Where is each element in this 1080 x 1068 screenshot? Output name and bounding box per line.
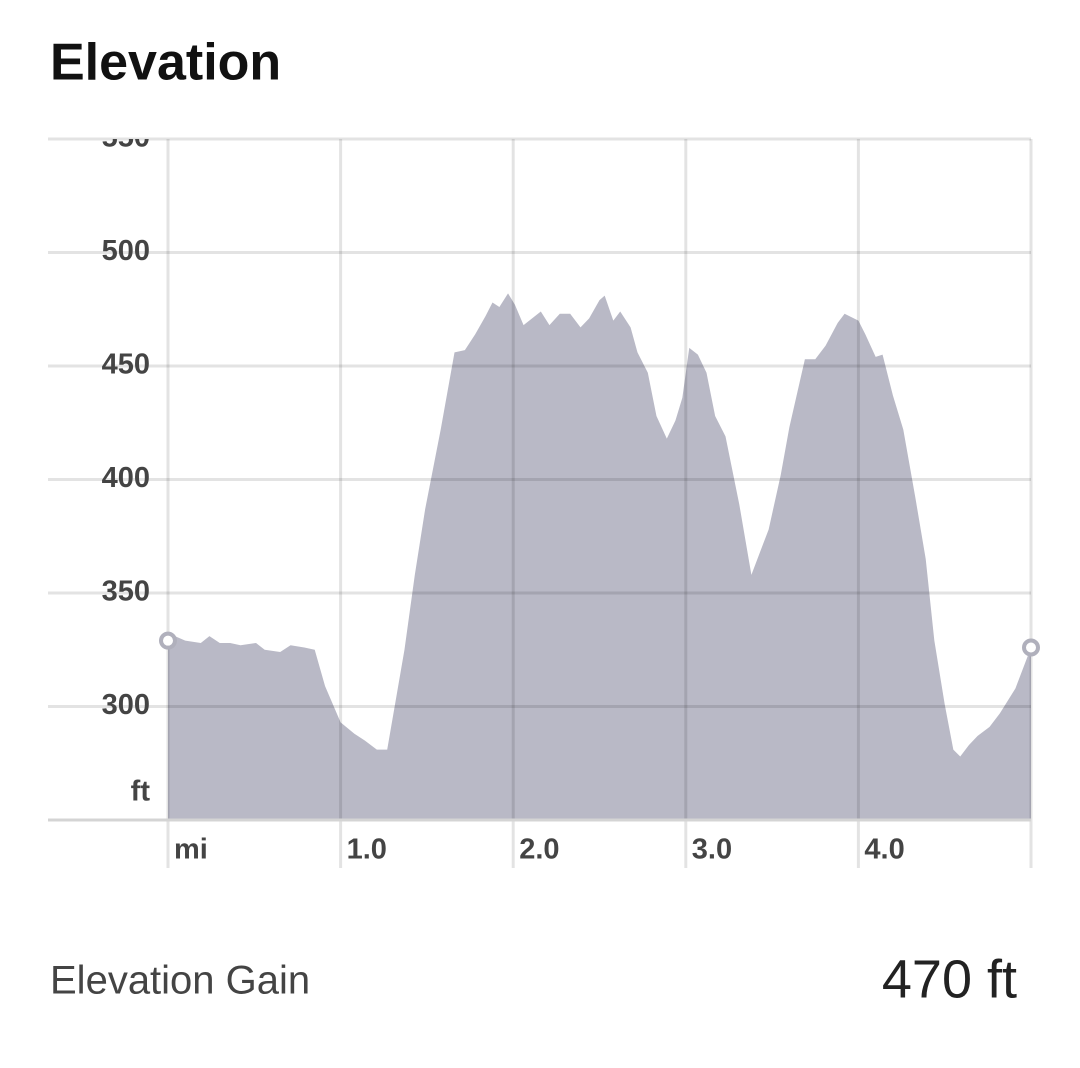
footer-label: Elevation Gain <box>50 959 310 1003</box>
endpoint-marker <box>159 631 177 650</box>
elevation-area <box>168 293 1031 820</box>
y-tick-label: 550 <box>102 122 150 154</box>
x-tick-label: 1.0 <box>347 834 387 866</box>
endpoint-marker <box>1022 638 1040 657</box>
x-tick-label: 3.0 <box>692 834 732 866</box>
y-unit-label: ft <box>131 776 151 808</box>
y-tick-label: 500 <box>102 235 150 267</box>
y-tick-labels: 300 350 400 450 500 550 <box>102 122 150 721</box>
y-tick-label: 350 <box>102 576 150 608</box>
x-tick-label: 4.0 <box>864 834 904 866</box>
y-tick-label: 450 <box>102 349 150 381</box>
chart-title: Elevation <box>50 34 281 92</box>
y-tick-label: 400 <box>102 462 150 494</box>
x-tick-label: mi <box>174 834 208 866</box>
y-tick-label: 300 <box>102 689 150 721</box>
x-tick-label: 2.0 <box>519 834 559 866</box>
footer-value: 470 ft <box>882 949 1017 1009</box>
